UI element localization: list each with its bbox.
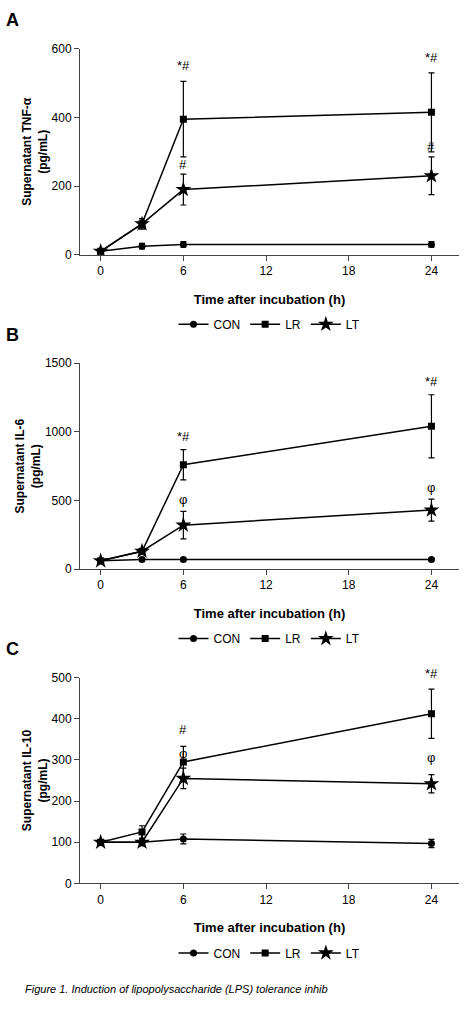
svg-text:*#: *# bbox=[425, 666, 438, 681]
svg-text:24: 24 bbox=[425, 578, 439, 592]
svg-text:LR: LR bbox=[285, 632, 301, 646]
svg-text:LT: LT bbox=[346, 318, 360, 332]
svg-text:B: B bbox=[6, 325, 19, 345]
svg-text:LT: LT bbox=[346, 632, 360, 646]
svg-text:#: # bbox=[427, 139, 435, 154]
svg-text:*#: *# bbox=[177, 58, 190, 73]
svg-text:Time after incubation (h): Time after incubation (h) bbox=[194, 606, 345, 621]
svg-text:6: 6 bbox=[180, 578, 187, 592]
svg-text:500: 500 bbox=[52, 671, 72, 685]
svg-text:φ: φ bbox=[427, 480, 435, 495]
svg-text:*#: *# bbox=[425, 374, 438, 389]
svg-text:LT: LT bbox=[346, 947, 360, 961]
svg-text:CON: CON bbox=[214, 632, 241, 646]
svg-text:A: A bbox=[6, 10, 19, 30]
svg-text:0: 0 bbox=[97, 264, 104, 278]
svg-text:*#: *# bbox=[177, 429, 190, 444]
svg-text:Supernatant TNF-α(pg/mL): Supernatant TNF-α(pg/mL) bbox=[20, 97, 50, 206]
svg-text:LR: LR bbox=[285, 318, 301, 332]
svg-text:0: 0 bbox=[65, 877, 72, 891]
svg-text:1000: 1000 bbox=[45, 425, 72, 439]
svg-text:200: 200 bbox=[52, 179, 72, 193]
svg-text:600: 600 bbox=[52, 42, 72, 56]
svg-text:0: 0 bbox=[97, 893, 104, 907]
svg-text:12: 12 bbox=[259, 578, 273, 592]
svg-text:400: 400 bbox=[52, 111, 72, 125]
svg-text:Supernatant IL-10(pg/mL): Supernatant IL-10(pg/mL) bbox=[20, 729, 50, 831]
svg-text:φ: φ bbox=[179, 492, 187, 507]
svg-text:0: 0 bbox=[65, 562, 72, 576]
svg-text:200: 200 bbox=[52, 794, 72, 808]
svg-text:400: 400 bbox=[52, 712, 72, 726]
svg-text:LR: LR bbox=[285, 947, 301, 961]
svg-text:#: # bbox=[179, 157, 187, 172]
svg-text:Time after incubation (h): Time after incubation (h) bbox=[194, 920, 345, 935]
svg-text:18: 18 bbox=[342, 264, 356, 278]
svg-text:300: 300 bbox=[52, 753, 72, 767]
svg-text:1500: 1500 bbox=[45, 356, 72, 370]
svg-text:Time after incubation (h): Time after incubation (h) bbox=[194, 292, 345, 307]
svg-text:6: 6 bbox=[180, 893, 187, 907]
svg-text:18: 18 bbox=[342, 893, 356, 907]
svg-text:#: # bbox=[179, 722, 187, 737]
svg-text:24: 24 bbox=[425, 893, 439, 907]
svg-text:0: 0 bbox=[65, 248, 72, 262]
svg-text:CON: CON bbox=[214, 318, 241, 332]
svg-text:12: 12 bbox=[259, 264, 273, 278]
svg-text:*#: *# bbox=[425, 50, 438, 65]
svg-text:C: C bbox=[6, 639, 19, 659]
svg-text:12: 12 bbox=[259, 893, 273, 907]
svg-text:6: 6 bbox=[180, 264, 187, 278]
svg-text:Figure 1. Induction of lipopol: Figure 1. Induction of lipopolysaccharid… bbox=[25, 983, 328, 995]
svg-text:500: 500 bbox=[52, 494, 72, 508]
svg-text:CON: CON bbox=[214, 947, 241, 961]
svg-text:Supernatant IL-6(pg/mL): Supernatant IL-6(pg/mL) bbox=[13, 418, 43, 513]
svg-text:φ: φ bbox=[427, 750, 435, 765]
svg-text:φ: φ bbox=[179, 746, 187, 761]
svg-text:18: 18 bbox=[342, 578, 356, 592]
svg-text:0: 0 bbox=[97, 578, 104, 592]
svg-text:24: 24 bbox=[425, 264, 439, 278]
svg-text:100: 100 bbox=[52, 835, 72, 849]
